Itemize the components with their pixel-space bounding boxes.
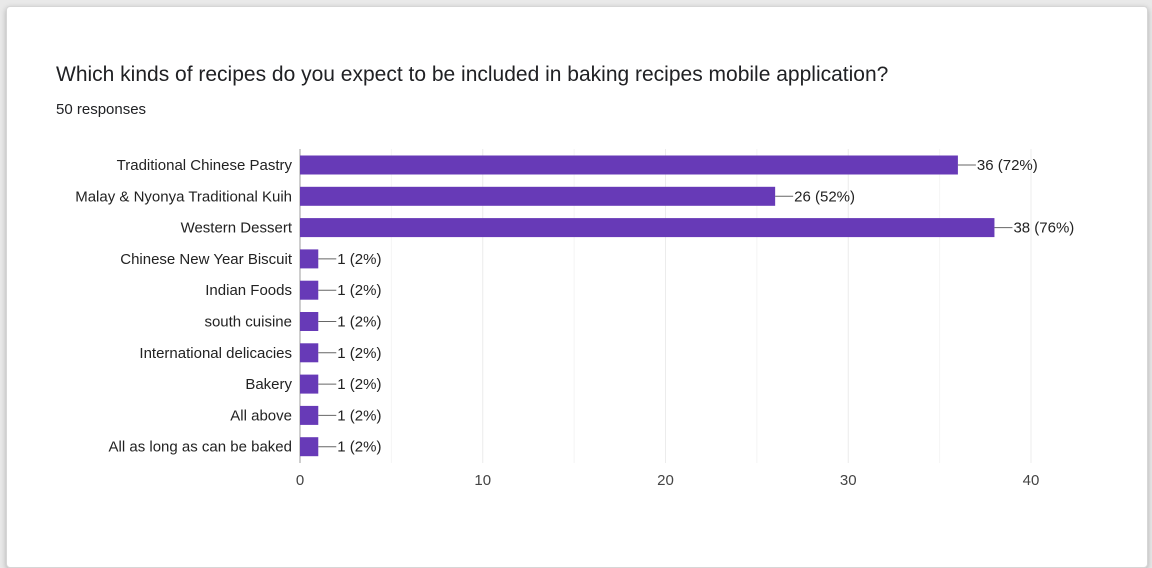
bar <box>300 406 318 425</box>
x-tick-label: 20 <box>657 472 674 489</box>
category-label: All as long as can be baked <box>109 439 292 456</box>
category-label: All above <box>230 407 292 424</box>
data-label: 1 (2%) <box>337 345 381 362</box>
category-label: Bakery <box>245 376 292 393</box>
category-label: south cuisine <box>204 314 292 331</box>
x-tick-label: 0 <box>296 472 304 489</box>
data-label: 1 (2%) <box>337 282 381 299</box>
data-label: 1 (2%) <box>337 251 381 268</box>
bar-chart: 0 10 20 30 40 Traditional Chinese Pastry 36 (7… <box>7 7 1147 567</box>
data-label: 36 (72%) <box>977 157 1038 174</box>
category-label: Traditional Chinese Pastry <box>117 157 293 174</box>
bar <box>300 281 318 300</box>
x-tick-label: 30 <box>840 472 857 489</box>
x-tick-label: 10 <box>474 472 491 489</box>
bar <box>300 249 318 268</box>
bar <box>300 156 958 175</box>
data-label: 1 (2%) <box>337 439 381 456</box>
bar <box>300 343 318 362</box>
data-label: 1 (2%) <box>337 376 381 393</box>
bar <box>300 437 318 456</box>
category-label: Western Dessert <box>181 220 293 237</box>
category-label: International delicacies <box>139 345 292 362</box>
data-label: 1 (2%) <box>337 407 381 424</box>
data-label: 26 (52%) <box>794 188 855 205</box>
bar <box>300 218 994 237</box>
data-label: 38 (76%) <box>1013 220 1074 237</box>
category-label: Indian Foods <box>205 282 292 299</box>
x-tick-label: 40 <box>1023 472 1040 489</box>
chart-card: Which kinds of recipes do you expect to … <box>6 6 1148 568</box>
data-label: 1 (2%) <box>337 314 381 331</box>
bar <box>300 375 318 394</box>
category-label: Chinese New Year Biscuit <box>120 251 293 268</box>
bar <box>300 312 318 331</box>
bar <box>300 187 775 206</box>
category-label: Malay & Nyonya Traditional Kuih <box>75 188 292 205</box>
